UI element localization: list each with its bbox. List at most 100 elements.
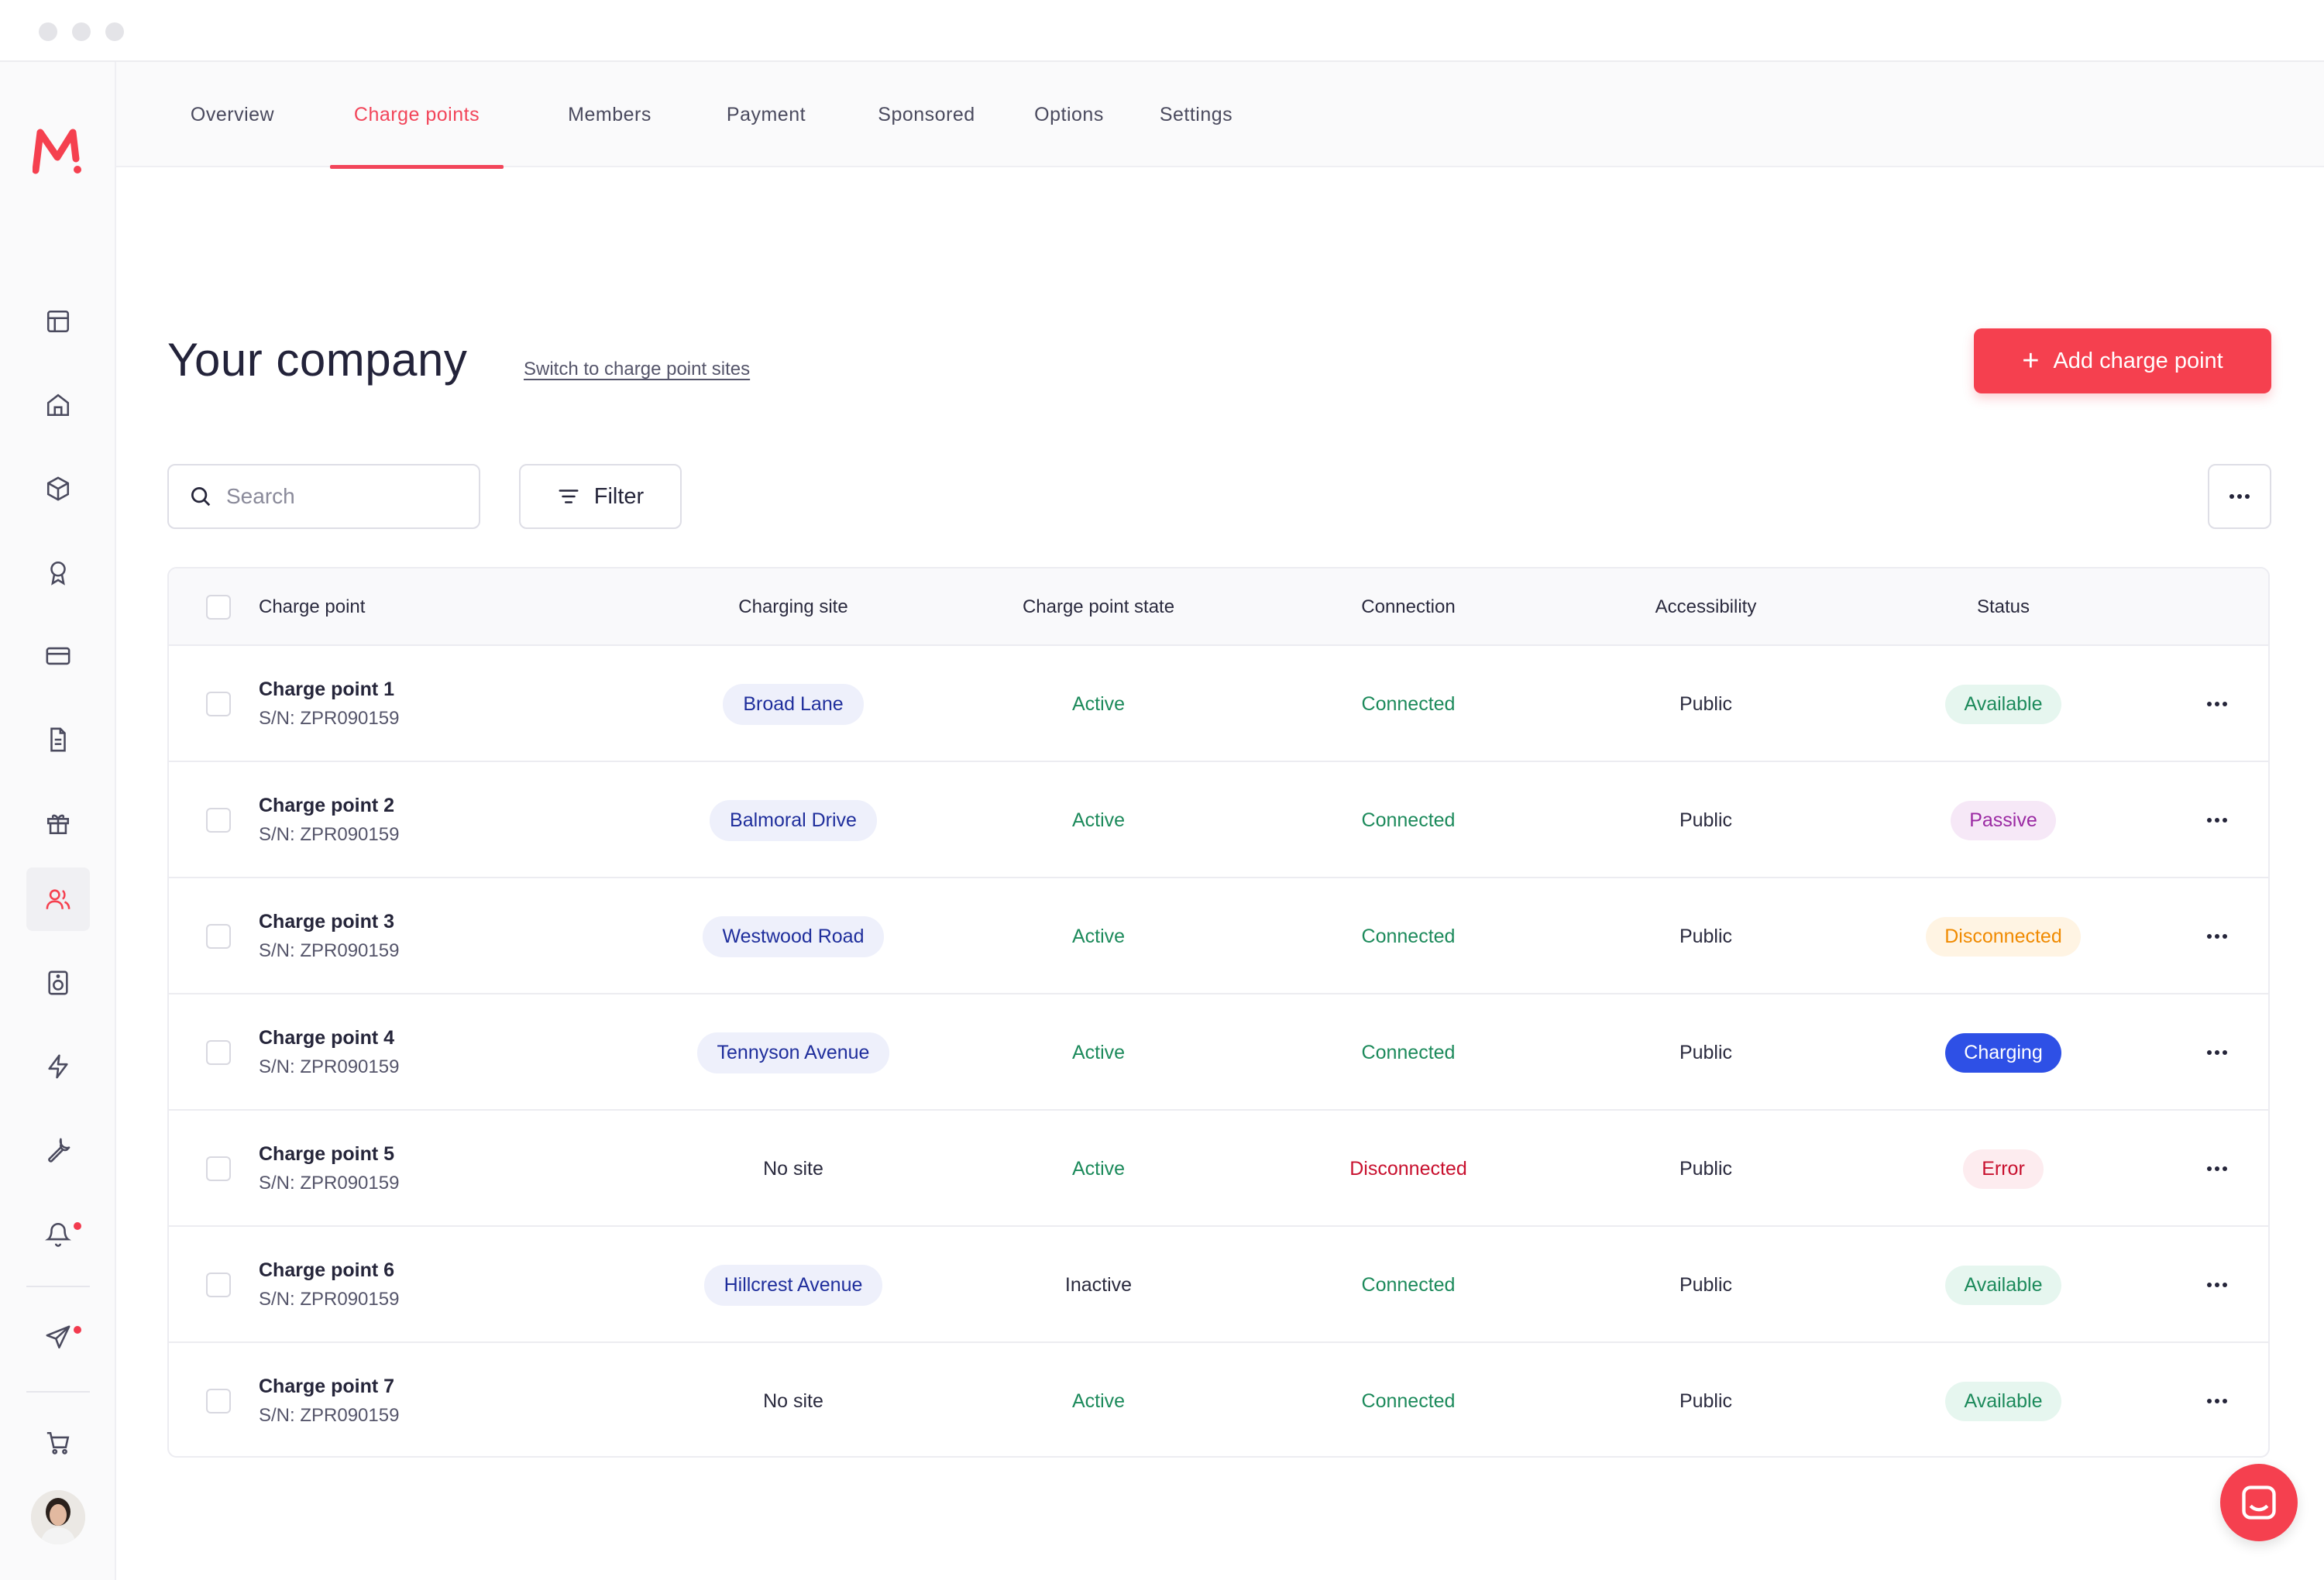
file-icon[interactable] xyxy=(26,708,90,771)
row-checkbox[interactable] xyxy=(206,1389,231,1413)
tab-settings[interactable]: Settings xyxy=(1159,103,1233,125)
row-actions-button[interactable] xyxy=(2194,878,2240,994)
column-charging-site[interactable]: Charging site xyxy=(738,596,848,617)
status-badge: Error xyxy=(1963,1149,2044,1189)
gift-icon[interactable] xyxy=(26,792,90,855)
charge-point-name[interactable]: Charge point 7 xyxy=(259,1376,395,1397)
table-row[interactable]: Charge point 1 S/N: ZPR090159 Broad Lane… xyxy=(169,646,2268,762)
row-checkbox[interactable] xyxy=(206,1273,231,1297)
column-status[interactable]: Status xyxy=(1976,596,2030,617)
search-icon xyxy=(191,487,211,507)
charging-site-chip[interactable]: Hillcrest Avenue xyxy=(703,1264,883,1306)
bolt-icon[interactable] xyxy=(26,1035,90,1098)
tab-sponsored[interactable]: Sponsored xyxy=(878,103,975,125)
add-charge-point-button[interactable]: + Add charge point xyxy=(1974,328,2271,393)
accessibility-value: Public xyxy=(1679,692,1733,715)
row-actions-button[interactable] xyxy=(2194,1227,2240,1343)
charge-point-serial: S/N: ZPR090159 xyxy=(259,708,400,729)
column-accessibility[interactable]: Accessibility xyxy=(1655,596,1757,617)
tab-charge-points[interactable]: Charge points xyxy=(330,62,504,169)
status-badge: Available xyxy=(1945,684,2061,724)
charge-point-name[interactable]: Charge point 4 xyxy=(259,1027,395,1049)
tab-payment[interactable]: Payment xyxy=(726,103,806,125)
award-icon[interactable] xyxy=(26,541,90,604)
row-checkbox[interactable] xyxy=(206,808,231,833)
row-actions-button[interactable] xyxy=(2194,646,2240,762)
more-horizontal-icon xyxy=(2207,1399,2227,1403)
search-box[interactable] xyxy=(167,464,480,529)
users-icon[interactable] xyxy=(26,867,90,931)
table-row[interactable]: Charge point 5 S/N: ZPR090159 No site Ac… xyxy=(169,1111,2268,1227)
table-row[interactable]: Charge point 7 S/N: ZPR090159 No site Ac… xyxy=(169,1343,2268,1456)
select-all-checkbox[interactable] xyxy=(206,595,231,620)
charging-site-cell: Hillcrest Avenue xyxy=(677,1227,909,1343)
charge-point-name[interactable]: Charge point 6 xyxy=(259,1259,395,1281)
switch-to-sites-link[interactable]: Switch to charge point sites xyxy=(524,359,751,380)
column-connection[interactable]: Connection xyxy=(1361,596,1456,617)
plus-icon: + xyxy=(2022,345,2040,377)
tab-members[interactable]: Members xyxy=(568,103,651,125)
charge-point-name[interactable]: Charge point 3 xyxy=(259,911,395,933)
more-horizontal-icon xyxy=(2207,1283,2227,1287)
table-row[interactable]: Charge point 3 S/N: ZPR090159 Westwood R… xyxy=(169,878,2268,994)
charge-point-serial: S/N: ZPR090159 xyxy=(259,824,400,845)
table-row[interactable]: Charge point 2 S/N: ZPR090159 Balmoral D… xyxy=(169,762,2268,878)
row-actions-button[interactable] xyxy=(2194,1111,2240,1227)
table-row[interactable]: Charge point 6 S/N: ZPR090159 Hillcrest … xyxy=(169,1227,2268,1343)
charging-site-chip[interactable]: Balmoral Drive xyxy=(710,799,877,841)
status-cell: Available xyxy=(1887,1227,2119,1343)
charge-point-name[interactable]: Charge point 5 xyxy=(259,1143,395,1165)
window-minimize-dot[interactable] xyxy=(72,22,91,41)
tab-options[interactable]: Options xyxy=(1034,103,1104,125)
no-site-label: No site xyxy=(763,1157,823,1180)
window-close-dot[interactable] xyxy=(39,22,57,41)
charge-point-name[interactable]: Charge point 1 xyxy=(259,678,395,700)
charge-point-serial: S/N: ZPR090159 xyxy=(259,940,400,961)
send-icon[interactable] xyxy=(26,1306,90,1369)
charge-point-serial: S/N: ZPR090159 xyxy=(259,1173,400,1194)
charge-points-table: Charge point Charging site Charge point … xyxy=(167,567,2270,1458)
filter-icon xyxy=(559,489,579,503)
table-options-button[interactable] xyxy=(2208,464,2271,529)
layout-icon[interactable] xyxy=(26,290,90,353)
row-checkbox[interactable] xyxy=(206,692,231,716)
row-actions-button[interactable] xyxy=(2194,762,2240,878)
charging-site-cell: Balmoral Drive xyxy=(677,762,909,878)
tab-overview[interactable]: Overview xyxy=(190,103,275,125)
speaker-icon[interactable] xyxy=(26,951,90,1015)
row-checkbox[interactable] xyxy=(206,924,231,949)
brand-logo[interactable] xyxy=(33,128,84,174)
charge-point-state: Active xyxy=(1071,692,1126,715)
column-charge-point-state[interactable]: Charge point state xyxy=(1022,596,1175,617)
table-row[interactable]: Charge point 4 S/N: ZPR090159 Tennyson A… xyxy=(169,994,2268,1111)
charging-site-chip[interactable]: Broad Lane xyxy=(723,683,864,725)
status-badge: Available xyxy=(1945,1381,2061,1421)
charging-site-chip[interactable]: Tennyson Avenue xyxy=(696,1032,890,1073)
cart-icon[interactable] xyxy=(26,1411,90,1475)
wrench-icon[interactable] xyxy=(26,1118,90,1182)
chat-support-button[interactable] xyxy=(2220,1464,2298,1541)
row-checkbox[interactable] xyxy=(206,1156,231,1181)
box-icon[interactable] xyxy=(26,457,90,520)
credit-card-icon[interactable] xyxy=(26,624,90,688)
row-actions-button[interactable] xyxy=(2194,994,2240,1111)
charge-point-state: Inactive xyxy=(1064,1273,1133,1296)
column-charge-point[interactable]: Charge point xyxy=(259,596,366,617)
charge-point-serial: S/N: ZPR090159 xyxy=(259,1289,400,1310)
more-horizontal-icon xyxy=(2207,1050,2227,1055)
charge-point-name[interactable]: Charge point 2 xyxy=(259,795,395,816)
filter-button[interactable]: Filter xyxy=(519,464,682,529)
charge-point-state: Active xyxy=(1071,1389,1126,1412)
home-icon[interactable] xyxy=(26,373,90,437)
top-navigation: Overview Charge points Members Payment S… xyxy=(116,62,2324,169)
row-checkbox[interactable] xyxy=(206,1040,231,1065)
user-avatar[interactable] xyxy=(31,1490,85,1544)
window-maximize-dot[interactable] xyxy=(105,22,124,41)
search-input[interactable] xyxy=(226,484,459,509)
accessibility-value: Public xyxy=(1679,1157,1733,1180)
bell-icon[interactable] xyxy=(26,1202,90,1266)
no-site-label: No site xyxy=(763,1389,823,1412)
row-actions-button[interactable] xyxy=(2194,1343,2240,1456)
charging-site-chip[interactable]: Westwood Road xyxy=(702,915,885,957)
connection-status: Disconnected xyxy=(1349,1157,1467,1180)
